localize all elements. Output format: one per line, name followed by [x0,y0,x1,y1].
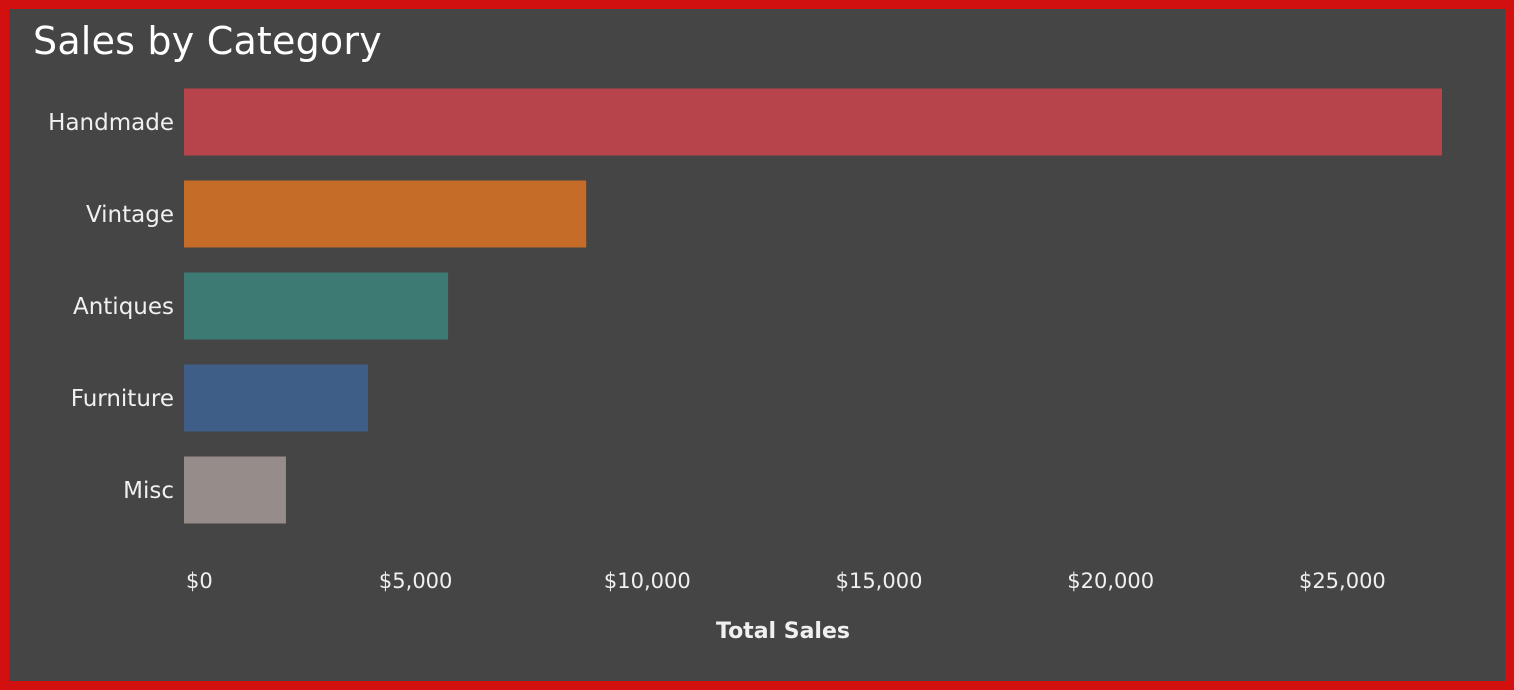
x-tick-label: $5,000 [379,569,452,593]
category-label-vintage: Vintage [86,202,174,228]
x-tick-label: $25,000 [1299,569,1386,593]
chart-title: Sales by Category [33,19,382,63]
bar-misc [184,456,286,524]
x-tick-label: $10,000 [604,569,691,593]
category-label-furniture: Furniture [71,386,174,412]
x-axis-title: Total Sales [716,619,850,644]
x-tick-label: $0 [186,569,213,593]
category-label-handmade: Handmade [48,110,174,136]
category-label-misc: Misc [123,478,174,504]
x-tick-label: $20,000 [1067,569,1154,593]
category-label-antiques: Antiques [73,294,174,320]
bar-vintage [184,180,587,248]
bar-antiques [184,272,449,340]
bar-furniture [184,364,368,432]
x-tick-label: $15,000 [836,569,923,593]
bar-handmade [184,88,1442,156]
